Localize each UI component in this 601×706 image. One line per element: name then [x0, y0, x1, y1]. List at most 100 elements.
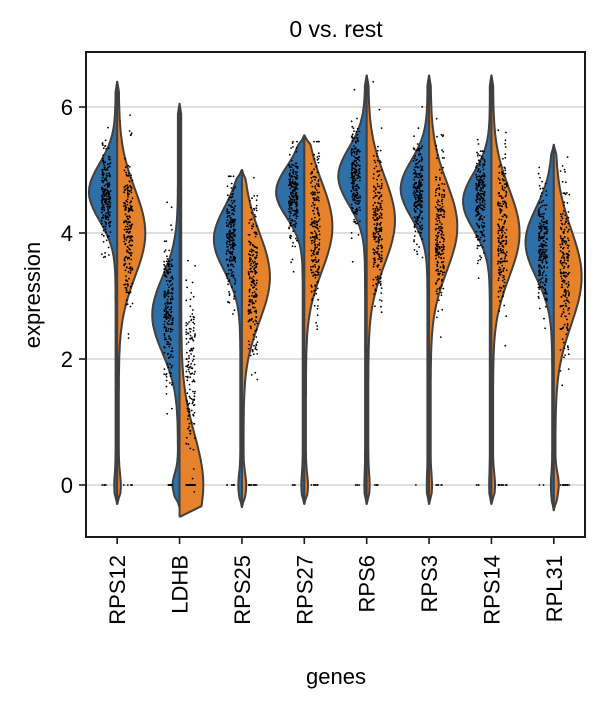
data-point — [538, 208, 540, 211]
data-point — [480, 224, 483, 227]
data-point — [251, 350, 254, 353]
data-point — [310, 484, 313, 486]
data-point — [378, 198, 380, 200]
data-point — [164, 336, 166, 339]
data-point — [506, 185, 508, 188]
data-point — [561, 217, 564, 220]
data-point — [185, 436, 188, 439]
data-point — [233, 228, 236, 231]
data-point — [316, 198, 319, 201]
data-point — [249, 206, 252, 209]
data-point — [374, 235, 376, 238]
data-point — [189, 372, 192, 375]
data-point — [256, 279, 258, 282]
points-left-RPS25 — [225, 175, 237, 486]
data-point — [193, 363, 196, 366]
data-point — [377, 245, 380, 247]
data-point — [249, 276, 251, 279]
data-point — [418, 181, 420, 184]
data-point — [481, 190, 484, 193]
data-point — [228, 223, 230, 226]
data-point — [479, 215, 482, 218]
data-point — [502, 240, 505, 243]
data-point — [254, 235, 257, 238]
points-right-RPL31 — [559, 156, 571, 486]
data-point — [435, 251, 437, 254]
data-point — [436, 232, 439, 235]
data-point — [294, 171, 297, 173]
data-point — [540, 227, 543, 230]
data-point — [559, 235, 562, 238]
data-point — [372, 204, 375, 207]
data-point — [375, 226, 378, 229]
data-point — [476, 205, 479, 208]
data-point — [169, 284, 172, 287]
data-point — [187, 427, 190, 430]
data-point — [376, 250, 379, 253]
data-point — [354, 160, 356, 163]
data-point — [170, 263, 173, 266]
data-point — [356, 222, 359, 225]
data-point — [310, 266, 312, 268]
data-point — [316, 171, 319, 174]
data-point — [164, 249, 167, 252]
data-point — [443, 238, 445, 241]
data-point — [419, 199, 422, 202]
data-point — [538, 166, 541, 169]
data-point — [102, 196, 104, 199]
data-point — [100, 199, 103, 202]
data-point — [129, 202, 131, 204]
data-point — [481, 204, 484, 207]
data-point — [169, 298, 172, 301]
data-point — [311, 236, 314, 239]
data-point — [544, 298, 547, 301]
data-point — [107, 205, 110, 208]
data-point — [130, 132, 133, 135]
data-point — [170, 276, 173, 279]
data-point — [498, 229, 501, 232]
data-point — [358, 172, 361, 175]
data-point — [568, 293, 570, 296]
data-point — [165, 308, 167, 311]
data-point — [479, 164, 481, 167]
data-point — [441, 182, 443, 185]
data-point — [413, 235, 416, 237]
data-point — [250, 267, 252, 270]
data-point — [170, 279, 172, 282]
data-point — [230, 484, 233, 486]
data-point — [436, 288, 439, 290]
data-point — [106, 204, 109, 206]
data-point — [503, 278, 506, 281]
data-point — [561, 338, 564, 340]
data-point — [294, 201, 296, 204]
data-point — [356, 137, 359, 140]
data-point — [106, 163, 109, 166]
data-point — [480, 183, 483, 186]
data-point — [483, 209, 485, 211]
data-point — [480, 256, 483, 259]
data-point — [439, 266, 442, 268]
data-point — [291, 202, 293, 204]
data-point — [127, 221, 130, 224]
data-point — [538, 484, 541, 486]
data-point — [565, 241, 568, 244]
data-point — [231, 202, 234, 205]
data-point — [563, 230, 565, 233]
data-point — [315, 321, 317, 324]
data-point — [295, 178, 297, 180]
data-point — [107, 158, 110, 160]
data-point — [505, 190, 508, 193]
data-point — [101, 170, 104, 172]
data-point — [169, 292, 171, 295]
data-point — [381, 169, 383, 171]
data-point — [353, 197, 356, 200]
data-point — [186, 379, 189, 382]
data-point — [482, 225, 485, 227]
data-point — [230, 199, 233, 202]
data-point — [288, 200, 291, 203]
data-point — [315, 140, 318, 143]
data-point — [130, 174, 132, 177]
data-point — [420, 156, 423, 159]
points-left-LDHB — [163, 201, 174, 486]
data-point — [416, 190, 419, 193]
